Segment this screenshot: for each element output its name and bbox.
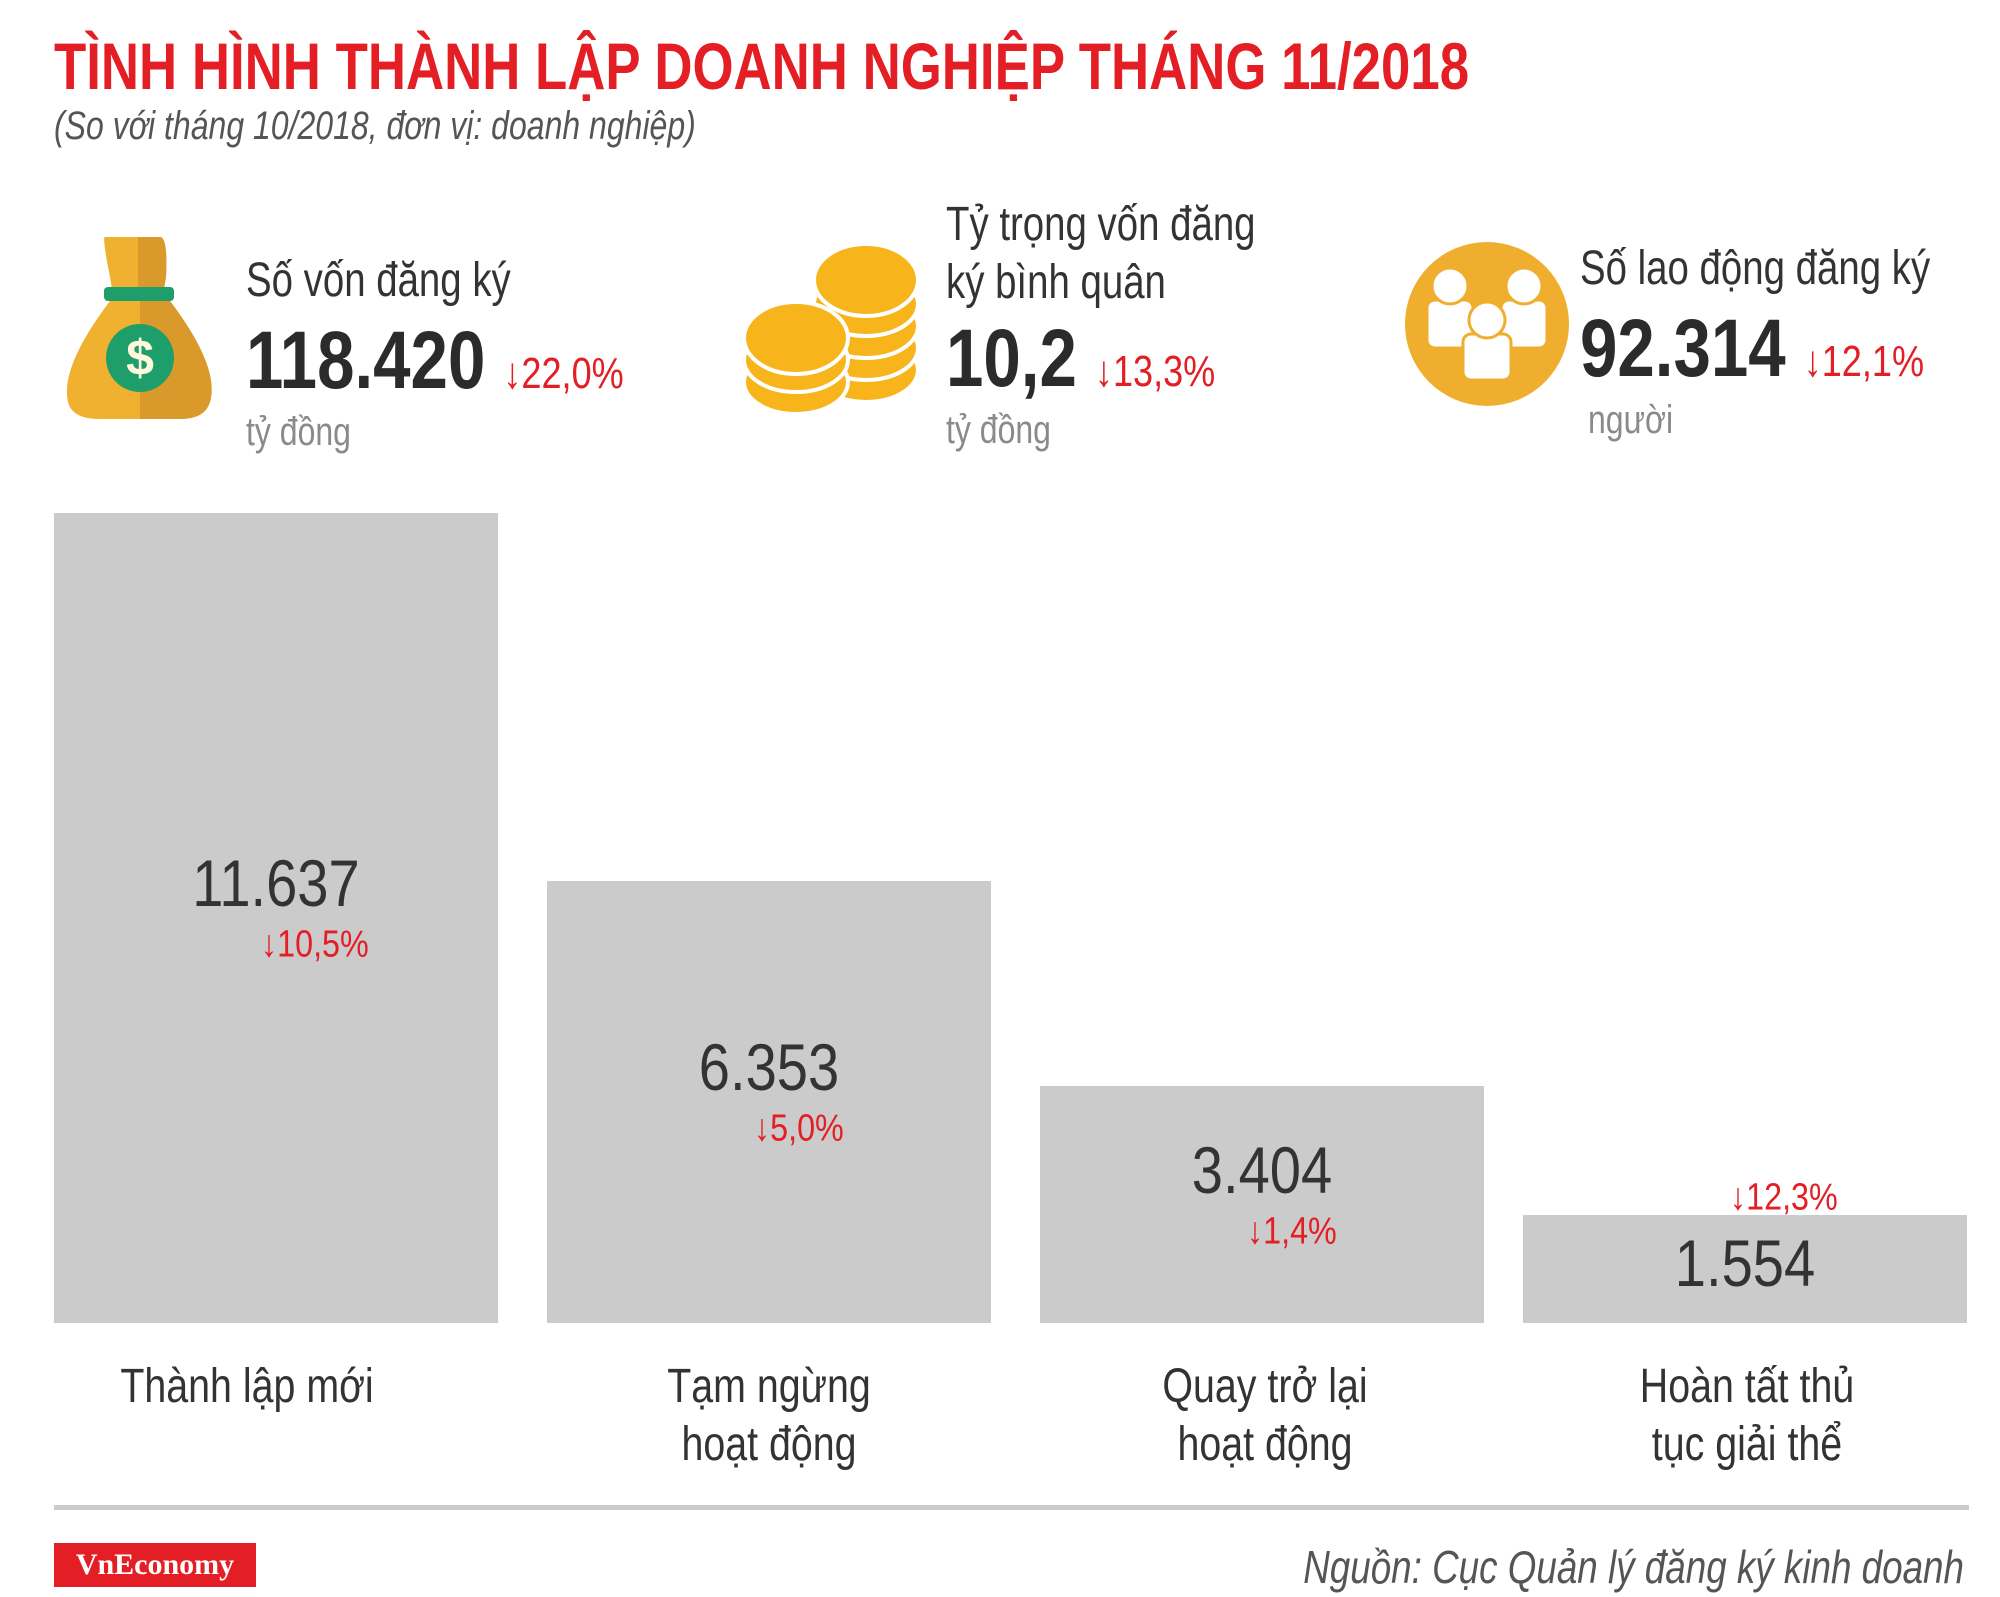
- kpi-change: ↓22,0%: [503, 349, 624, 398]
- kpi-value: 10,2: [946, 313, 1077, 404]
- money-bag-icon: $: [66, 237, 212, 419]
- category-label-line: Thành lập mới: [120, 1360, 374, 1413]
- kpi-value: 92.314: [1580, 303, 1786, 394]
- bar-change-label: ↓12,3%: [1730, 1176, 1838, 1219]
- bar-value-label: 3.404: [1191, 1132, 1333, 1207]
- bar-value-label: 1.554: [1674, 1225, 1816, 1300]
- kpi-capital: Số vốn đăng ký 118.420 ↓22,0% tỷ đồng: [246, 252, 707, 455]
- kpi-change: ↓12,1%: [1803, 337, 1925, 386]
- category-label-line: tục giải thể: [1651, 1418, 1843, 1471]
- bar-change-label: ↓5,0%: [754, 1107, 844, 1150]
- category-label: Thành lập mới: [120, 1358, 373, 1416]
- divider: [54, 1505, 1969, 1510]
- bar-change-label: ↓10,5%: [261, 923, 369, 966]
- kpi-unit: tỷ đồng: [246, 410, 351, 454]
- bar-value-label: 6.353: [698, 1029, 840, 1104]
- kpi-value: 118.420: [246, 315, 486, 406]
- bar: [1040, 1086, 1484, 1323]
- bar: [547, 880, 991, 1323]
- category-label-line: hoạt động: [681, 1418, 857, 1471]
- kpi-label-line1: Tỷ trọng vốn đăng: [946, 198, 1256, 251]
- category-label-line: Quay trở lại: [1162, 1360, 1368, 1413]
- category-label: Tạm ngừng hoạt động: [667, 1358, 871, 1474]
- category-label-line: Tạm ngừng: [667, 1360, 871, 1413]
- category-label-line: Hoàn tất thủ: [1639, 1360, 1855, 1413]
- page-title: TÌNH HÌNH THÀNH LẬP DOANH NGHIỆP THÁNG 1…: [54, 29, 1470, 103]
- kpi-label-line2: ký bình quân: [946, 256, 1166, 309]
- svg-text:$: $: [126, 330, 154, 386]
- source-note: Nguồn: Cục Quản lý đăng ký kinh doanh: [1303, 1541, 1964, 1593]
- kpi-avg-capital: Tỷ trọng vốn đăng ký bình quân 10,2 ↓13,3…: [946, 196, 1333, 453]
- subtitle: (So với tháng 10/2018, đơn vị: doanh ngh…: [54, 104, 696, 148]
- bar-change-label: ↓1,4%: [1247, 1210, 1337, 1253]
- coins-icon: [742, 242, 920, 416]
- kpi-change: ↓13,3%: [1094, 347, 1216, 396]
- bar: [54, 513, 498, 1323]
- kpi-unit: người: [1588, 398, 1674, 442]
- bar: [1523, 1214, 1967, 1323]
- kpi-labor: Số lao động đăng ký 92.314 ↓12,1% người: [1580, 240, 2000, 443]
- vneconomy-logo: VnEconomy: [54, 1543, 256, 1587]
- category-label-line: hoạt động: [1177, 1418, 1353, 1471]
- kpi-label: Số lao động đăng ký: [1580, 242, 1931, 295]
- kpi-label: Số vốn đăng ký: [246, 254, 511, 307]
- category-label: Quay trở lại hoạt động: [1162, 1358, 1367, 1474]
- bar-value-label: 11.637: [192, 846, 360, 920]
- kpi-unit: tỷ đồng: [946, 408, 1051, 452]
- category-label: Hoàn tất thủ tục giải thể: [1640, 1358, 1854, 1474]
- people-icon: [1405, 242, 1569, 406]
